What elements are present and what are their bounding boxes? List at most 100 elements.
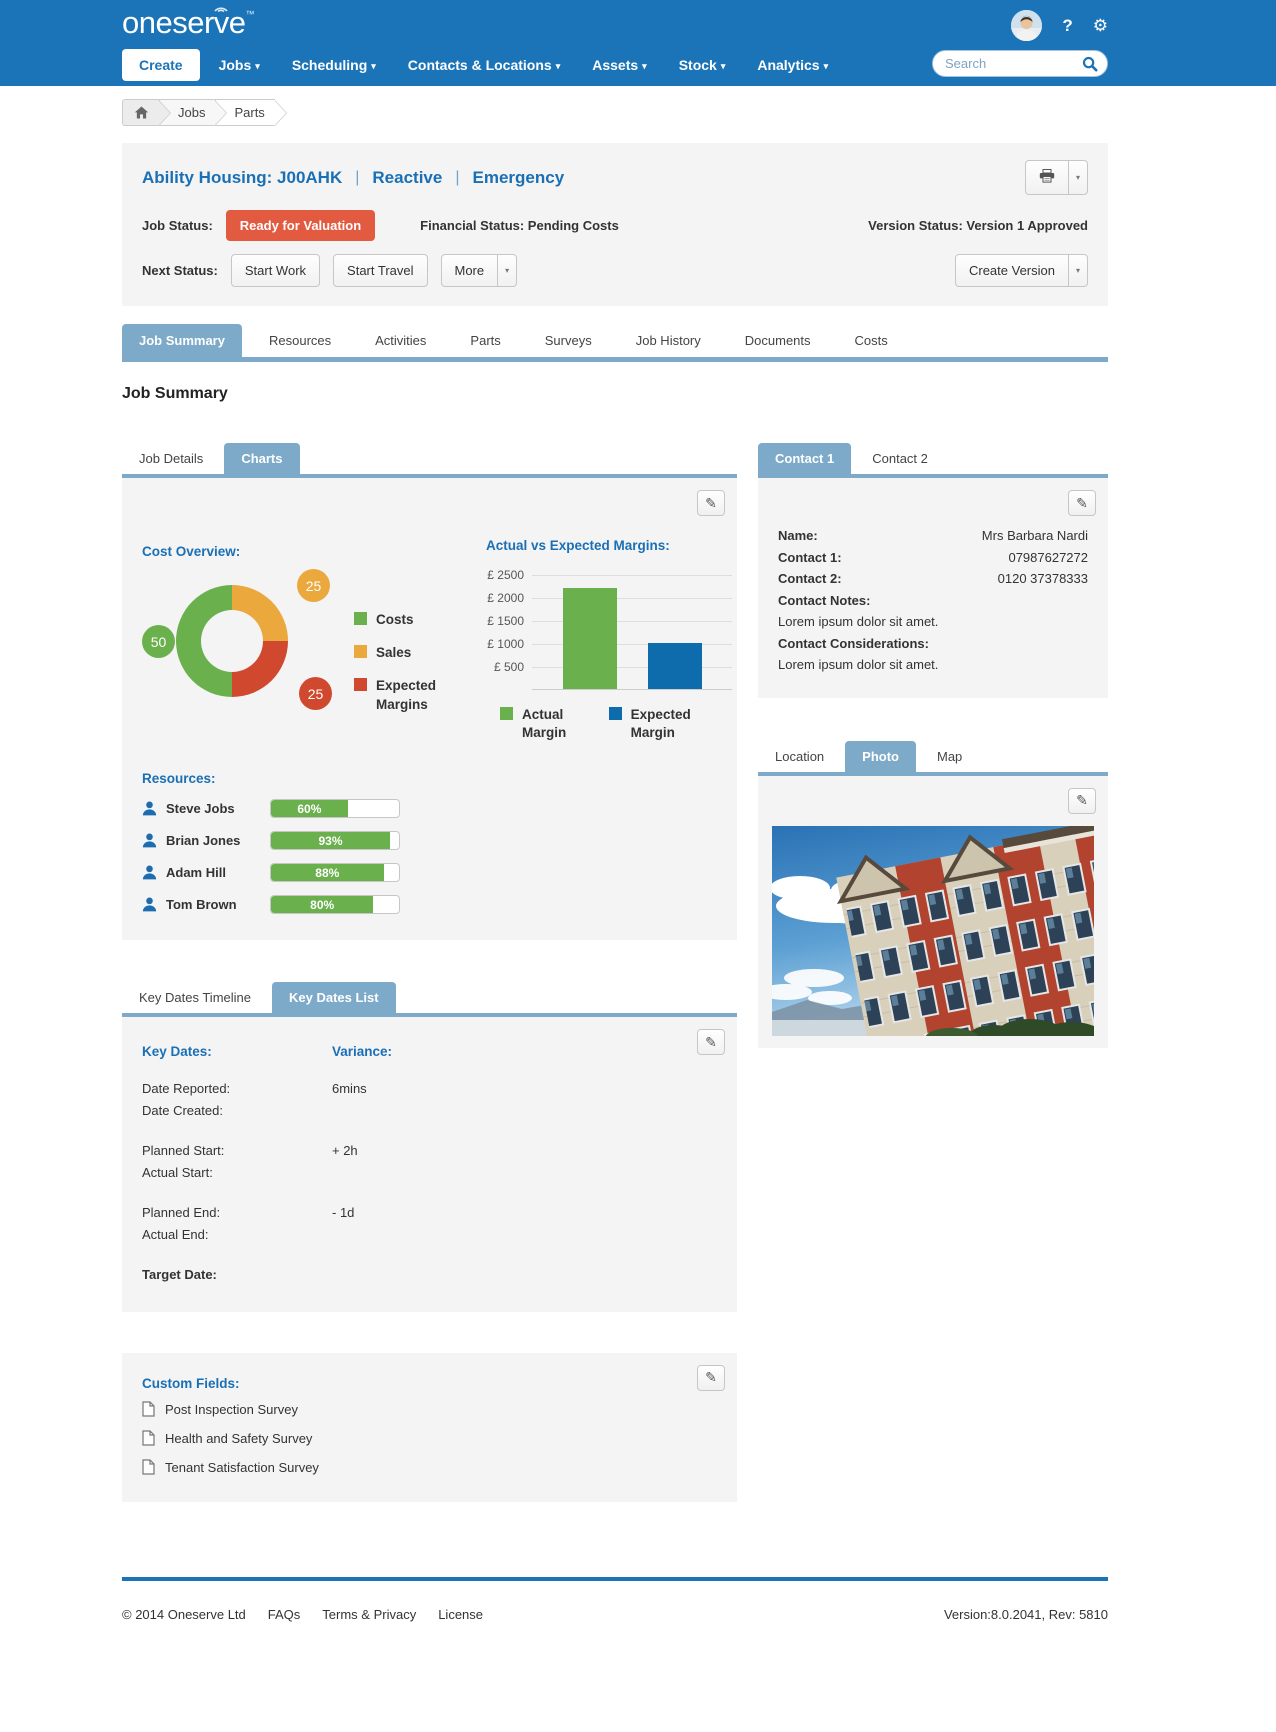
tab-job-details[interactable]: Job Details bbox=[139, 451, 204, 466]
chevron-down-icon: ▾ bbox=[720, 61, 726, 71]
print-button-group: ▾ bbox=[1024, 160, 1088, 195]
tab-documents[interactable]: Documents bbox=[744, 333, 811, 348]
resource-row: Brian Jones 93% bbox=[142, 831, 717, 850]
create-button[interactable]: Create bbox=[122, 49, 200, 81]
more-button[interactable]: More bbox=[440, 254, 499, 287]
tab-contact-2[interactable]: Contact 2 bbox=[872, 451, 928, 466]
more-dropdown[interactable]: ▾ bbox=[497, 254, 518, 287]
tab-job-summary[interactable]: Job Summary bbox=[122, 324, 242, 357]
tab-contact-1[interactable]: Contact 1 bbox=[758, 443, 852, 474]
print-button[interactable] bbox=[1024, 160, 1069, 195]
menu-analytics[interactable]: Analytics ▾ bbox=[757, 57, 829, 73]
charts-panel: ✎ Cost Overview: 50 25 25 Co bbox=[122, 478, 737, 940]
chevron-down-icon: ▾ bbox=[642, 61, 647, 71]
custom-field-post-inspection-survey[interactable]: Post Inspection Survey bbox=[142, 1399, 717, 1420]
edit-custom-fields-button[interactable]: ✎ bbox=[697, 1364, 725, 1391]
menu-scheduling[interactable]: Scheduling ▾ bbox=[291, 57, 376, 73]
legend-swatch-sales bbox=[354, 645, 367, 659]
user-avatar[interactable] bbox=[1011, 10, 1043, 41]
legend-swatch-expected-margins bbox=[354, 678, 367, 692]
progress-bar-track: 80% bbox=[270, 895, 400, 914]
document-icon bbox=[142, 1430, 155, 1446]
tab-charts[interactable]: Charts bbox=[224, 443, 300, 474]
job-status-badge[interactable]: Ready for Valuation bbox=[225, 210, 376, 241]
start-work-button[interactable]: Start Work bbox=[230, 254, 321, 287]
edit-key-dates-button[interactable]: ✎ bbox=[697, 1029, 725, 1055]
custom-field-health-and-safety-survey[interactable]: Health and Safety Survey bbox=[142, 1428, 717, 1449]
create-version-button[interactable]: Create Version bbox=[954, 254, 1069, 287]
tab-parts[interactable]: Parts bbox=[470, 333, 501, 348]
menu-jobs[interactable]: Jobs ▾ bbox=[218, 57, 260, 73]
separator: | bbox=[355, 168, 360, 186]
tabs-underline bbox=[122, 357, 1108, 362]
search-input[interactable] bbox=[945, 56, 1082, 71]
menu-contacts-locations[interactable]: Contacts & Locations ▾ bbox=[407, 57, 561, 73]
edit-charts-button[interactable]: ✎ bbox=[697, 490, 725, 516]
contact-tabs: Contact 1 Contact 2 bbox=[758, 443, 1108, 474]
legend-swatch-expected-margin bbox=[608, 707, 622, 720]
tab-job-history[interactable]: Job History bbox=[635, 333, 701, 348]
print-options-dropdown[interactable]: ▾ bbox=[1067, 160, 1088, 195]
photo-panel: ✎ bbox=[758, 775, 1108, 1048]
job-type: Reactive bbox=[372, 167, 443, 187]
tab-activities[interactable]: Activities bbox=[375, 333, 427, 348]
resources-section: Resources: Steve Jobs 60% Brian Jones 93… bbox=[142, 771, 717, 914]
tab-key-dates-timeline[interactable]: Key Dates Timeline bbox=[139, 990, 251, 1005]
breadcrumb-home[interactable] bbox=[122, 99, 159, 126]
margins-bar-chart: £ 2500 £ 2000 £ 1500 £ 1000 £ 500 bbox=[486, 568, 732, 690]
progress-bar-fill: 93% bbox=[271, 832, 391, 849]
person-icon bbox=[142, 865, 157, 880]
key-dates-panel: ✎ Key Dates: Variance: Date Reported: 6mi… bbox=[122, 1017, 737, 1312]
key-dates-tabs: Key Dates Timeline Key Dates List bbox=[122, 982, 737, 1013]
tab-resources[interactable]: Resources bbox=[268, 333, 332, 348]
help-icon[interactable]: ? bbox=[1062, 15, 1073, 35]
tab-location[interactable]: Location bbox=[775, 748, 825, 764]
footer-link-faqs[interactable]: FAQs bbox=[267, 1606, 301, 1622]
progress-bar-track: 60% bbox=[270, 799, 400, 818]
resource-row: Steve Jobs 60% bbox=[142, 799, 717, 818]
version-info: Version:8.0.2041, Rev: 5810 bbox=[943, 1606, 1108, 1622]
edit-photo-button[interactable]: ✎ bbox=[1068, 787, 1096, 814]
footer-link-terms-privacy[interactable]: Terms & Privacy bbox=[322, 1606, 417, 1622]
settings-gear-icon[interactable]: ⚙ bbox=[1092, 16, 1108, 35]
date-reported-label: Date Reported: bbox=[142, 1081, 231, 1096]
progress-bar-track: 93% bbox=[270, 831, 400, 850]
resources-heading: Resources: bbox=[142, 771, 216, 786]
trademark-symbol: ™ bbox=[245, 9, 255, 19]
legend-swatch-actual-margin bbox=[500, 707, 513, 720]
bar-actual-margin bbox=[562, 588, 617, 689]
property-photo bbox=[772, 825, 1094, 1036]
menu-stock[interactable]: Stock ▾ bbox=[678, 57, 726, 73]
more-button-group: More ▾ bbox=[440, 254, 518, 287]
resource-row: Tom Brown 80% bbox=[142, 895, 717, 914]
printer-icon bbox=[1039, 169, 1055, 183]
contact-name-label: Name: bbox=[778, 528, 818, 543]
tab-surveys[interactable]: Surveys bbox=[544, 333, 592, 348]
document-icon bbox=[142, 1401, 155, 1417]
footer-link-license[interactable]: License bbox=[438, 1606, 484, 1622]
search-icon[interactable] bbox=[1082, 56, 1098, 72]
create-version-dropdown[interactable]: ▾ bbox=[1067, 254, 1088, 287]
chevron-down-icon: ▾ bbox=[255, 61, 260, 71]
pencil-icon: ✎ bbox=[705, 1033, 717, 1050]
menu-assets[interactable]: Assets ▾ bbox=[592, 57, 647, 73]
donut-chart bbox=[176, 585, 288, 697]
custom-field-tenant-satisfaction-survey[interactable]: Tenant Satisfaction Survey bbox=[142, 1457, 717, 1478]
margins-chart-heading: Actual vs Expected Margins: bbox=[486, 538, 670, 553]
start-travel-button[interactable]: Start Travel bbox=[333, 254, 428, 287]
tab-key-dates-list[interactable]: Key Dates List bbox=[272, 982, 396, 1013]
contact-name-value: Mrs Barbara Nardi bbox=[981, 528, 1088, 543]
job-tabs: Job Summary Resources Activities Parts S… bbox=[122, 324, 1108, 357]
logo-wifi-arcs-icon bbox=[214, 7, 228, 12]
tab-map[interactable]: Map bbox=[936, 748, 963, 764]
date-reported-variance: 6mins bbox=[332, 1081, 367, 1096]
tab-costs[interactable]: Costs bbox=[854, 333, 888, 348]
edit-contact-button[interactable]: ✎ bbox=[1068, 490, 1096, 516]
breadcrumb: Jobs Parts bbox=[122, 99, 1108, 126]
tab-photo[interactable]: Photo bbox=[845, 740, 916, 772]
contact-1-label: Contact 1: bbox=[778, 549, 842, 565]
contact-notes-label: Contact Notes: bbox=[778, 592, 871, 608]
chevron-down-icon: ▾ bbox=[823, 61, 829, 71]
bar-expected-margin bbox=[647, 643, 702, 689]
resource-row: Adam Hill 88% bbox=[142, 863, 717, 882]
